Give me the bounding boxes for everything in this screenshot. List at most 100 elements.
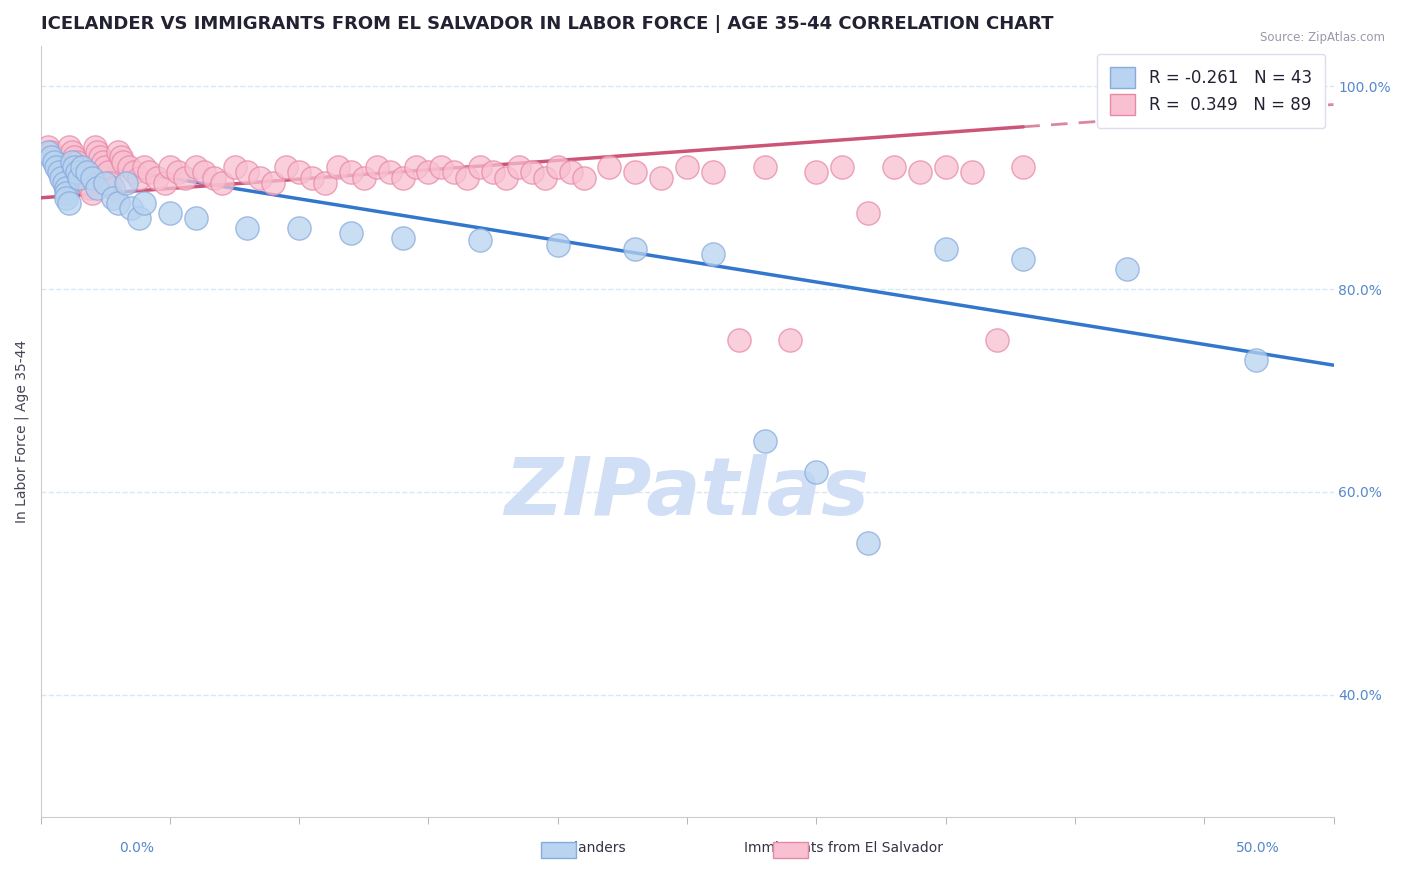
- Text: 50.0%: 50.0%: [1236, 841, 1279, 855]
- Point: [831, 161, 853, 175]
- Point: [122, 165, 145, 179]
- Point: [159, 161, 181, 175]
- Point: [482, 165, 505, 179]
- Point: [650, 170, 672, 185]
- Point: [806, 165, 828, 179]
- Point: [340, 227, 363, 241]
- Point: [153, 176, 176, 190]
- Point: [174, 170, 197, 185]
- Point: [55, 191, 77, 205]
- Point: [986, 333, 1008, 347]
- Point: [37, 145, 59, 160]
- Point: [97, 165, 120, 179]
- Point: [754, 161, 776, 175]
- Point: [193, 165, 215, 179]
- Point: [366, 161, 388, 175]
- Point: [94, 161, 117, 175]
- Point: [58, 195, 80, 210]
- Point: [249, 170, 271, 185]
- Point: [107, 195, 129, 210]
- Point: [779, 333, 801, 347]
- Text: Icelanders: Icelanders: [555, 841, 626, 855]
- Point: [727, 333, 749, 347]
- Point: [70, 161, 93, 175]
- Point: [935, 242, 957, 256]
- Point: [547, 161, 569, 175]
- Point: [48, 161, 70, 175]
- Point: [100, 176, 122, 190]
- Text: 0.0%: 0.0%: [120, 841, 155, 855]
- Point: [470, 161, 492, 175]
- Point: [115, 176, 138, 190]
- Point: [202, 170, 225, 185]
- Point: [856, 206, 879, 220]
- Point: [960, 165, 983, 179]
- Point: [60, 155, 83, 169]
- Point: [288, 165, 311, 179]
- Point: [86, 180, 108, 194]
- Point: [45, 161, 67, 175]
- Text: ICELANDER VS IMMIGRANTS FROM EL SALVADOR IN LABOR FORCE | AGE 35-44 CORRELATION : ICELANDER VS IMMIGRANTS FROM EL SALVADOR…: [41, 15, 1053, 33]
- Point: [276, 161, 298, 175]
- Point: [443, 165, 465, 179]
- Point: [120, 201, 142, 215]
- Point: [84, 140, 107, 154]
- Point: [128, 211, 150, 226]
- Point: [73, 170, 96, 185]
- Point: [224, 161, 246, 175]
- Point: [55, 180, 77, 194]
- Point: [598, 161, 620, 175]
- Point: [456, 170, 478, 185]
- Point: [117, 161, 139, 175]
- Point: [101, 180, 124, 194]
- Point: [391, 231, 413, 245]
- Point: [89, 150, 111, 164]
- Point: [935, 161, 957, 175]
- Point: [79, 180, 101, 194]
- Point: [908, 165, 931, 179]
- Point: [1012, 161, 1035, 175]
- Point: [184, 211, 207, 226]
- Point: [52, 176, 75, 190]
- Point: [112, 155, 135, 169]
- Point: [94, 176, 117, 190]
- Point: [128, 170, 150, 185]
- Point: [110, 150, 132, 164]
- Point: [159, 206, 181, 220]
- Point: [66, 155, 89, 169]
- Point: [378, 165, 401, 179]
- Point: [63, 161, 86, 175]
- Point: [1244, 353, 1267, 368]
- Point: [301, 170, 323, 185]
- Point: [82, 186, 104, 200]
- Point: [91, 155, 114, 169]
- Point: [55, 176, 77, 190]
- Point: [560, 165, 582, 179]
- Point: [66, 165, 89, 179]
- Point: [624, 242, 647, 256]
- Text: ZIPatlas: ZIPatlas: [505, 454, 869, 532]
- Point: [166, 165, 188, 179]
- Point: [107, 145, 129, 160]
- Point: [883, 161, 905, 175]
- Point: [63, 150, 86, 164]
- Point: [52, 170, 75, 185]
- Point: [82, 170, 104, 185]
- Point: [572, 170, 595, 185]
- Y-axis label: In Labor Force | Age 35-44: In Labor Force | Age 35-44: [15, 340, 30, 523]
- Point: [806, 465, 828, 479]
- Point: [754, 434, 776, 449]
- Point: [67, 170, 90, 185]
- Point: [534, 170, 557, 185]
- Point: [430, 161, 453, 175]
- Point: [495, 170, 517, 185]
- Point: [39, 145, 62, 160]
- Point: [1115, 261, 1137, 276]
- Point: [51, 165, 73, 179]
- Point: [856, 535, 879, 549]
- Point: [288, 221, 311, 235]
- Point: [1012, 252, 1035, 266]
- Point: [470, 234, 492, 248]
- Point: [340, 165, 363, 179]
- Point: [353, 170, 375, 185]
